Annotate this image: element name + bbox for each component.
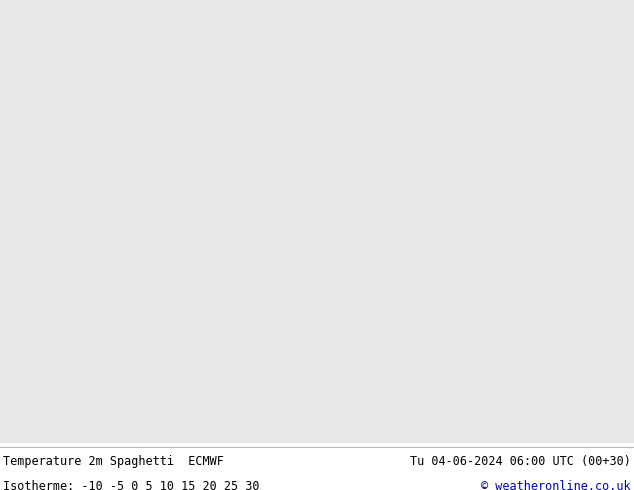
Text: Temperature 2m Spaghetti  ECMWF: Temperature 2m Spaghetti ECMWF: [3, 455, 224, 468]
Text: Tu 04-06-2024 06:00 UTC (00+30): Tu 04-06-2024 06:00 UTC (00+30): [410, 455, 631, 468]
Text: Isotherme: -10 -5 0 5 10 15 20 25 30: Isotherme: -10 -5 0 5 10 15 20 25 30: [3, 480, 260, 490]
Text: © weatheronline.co.uk: © weatheronline.co.uk: [481, 480, 631, 490]
